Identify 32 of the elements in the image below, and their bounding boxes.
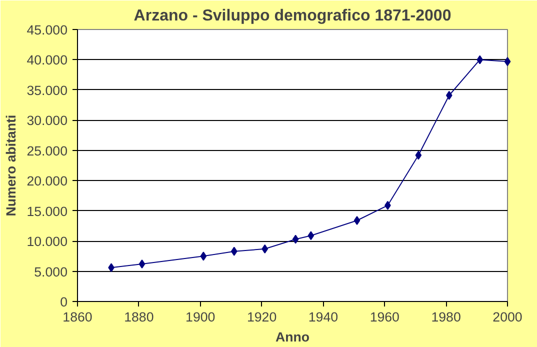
x-tick-label: 1980 xyxy=(431,310,461,324)
point xyxy=(138,260,146,269)
x-tick-label: 1880 xyxy=(124,310,154,324)
point xyxy=(308,231,314,240)
point xyxy=(504,57,511,66)
point xyxy=(230,246,238,256)
point xyxy=(415,150,422,160)
y-tick-label: 5.000 xyxy=(34,264,68,280)
chart-title: Arzano - Sviluppo demografico 1871-2000 xyxy=(134,8,452,24)
x-tick-label: 1920 xyxy=(246,310,277,324)
y-tick-label: 25.000 xyxy=(26,143,68,158)
y-tick-label: 35.000 xyxy=(26,82,68,98)
x-tick-label: 1900 xyxy=(186,310,216,324)
x-tick-label: 1960 xyxy=(370,310,400,324)
point xyxy=(446,90,452,100)
point xyxy=(262,244,268,254)
point xyxy=(476,55,484,64)
y-tick-label: 40.000 xyxy=(26,52,68,68)
y-tick-label: 10.000 xyxy=(26,234,68,250)
x-tick-label: 1860 xyxy=(62,310,92,324)
y-axis-title: Numero abitanti xyxy=(4,114,19,216)
x-tick-label: 2000 xyxy=(492,310,522,324)
y-tick-label: 15.000 xyxy=(26,204,68,219)
y-tick-label: 45.000 xyxy=(26,22,68,38)
x-axis-title: Anno xyxy=(275,330,310,344)
y-tick-label: 20.000 xyxy=(26,174,68,189)
x-tick-label: 1940 xyxy=(308,310,338,324)
point xyxy=(354,216,360,226)
y-tick-label: 0 xyxy=(60,294,68,310)
point xyxy=(292,234,299,244)
point xyxy=(200,252,207,261)
y-tick-label: 30.000 xyxy=(26,113,68,128)
